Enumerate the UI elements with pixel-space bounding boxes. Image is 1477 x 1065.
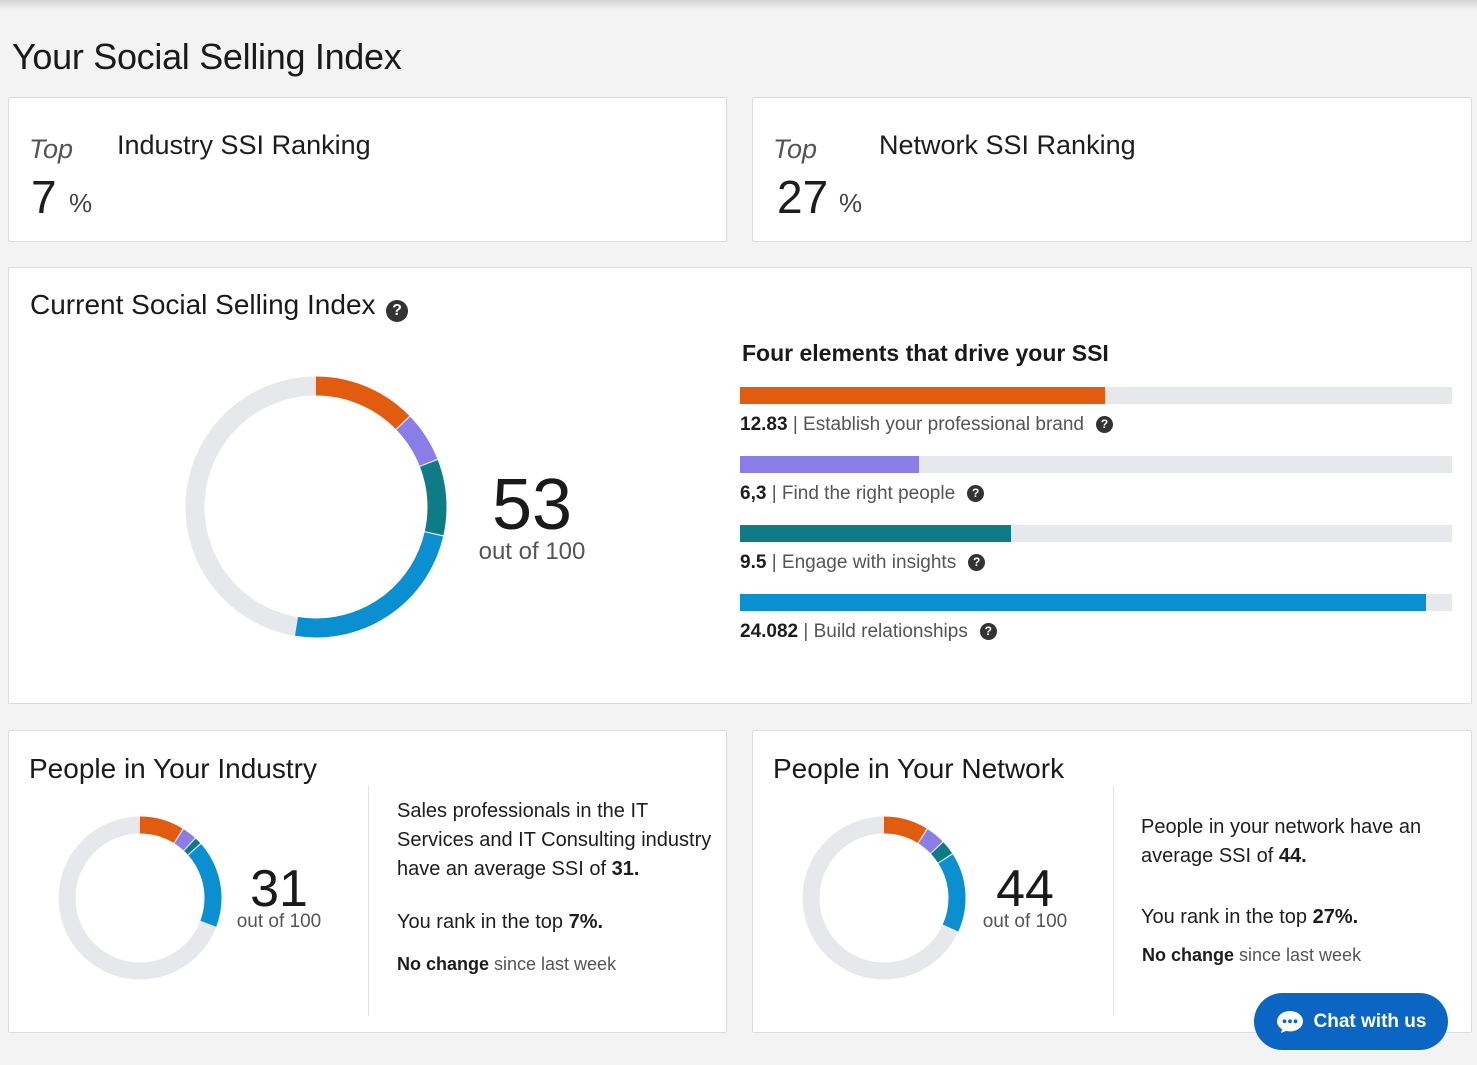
relationships-help-icon[interactable]: ? (979, 623, 997, 640)
find-help-icon[interactable]: ? (967, 485, 985, 502)
brand-bar-fill (740, 387, 1106, 404)
main-donut-segment-engage (185, 376, 447, 638)
find-bar-track (740, 456, 1452, 473)
network-avg-score-max: out of 100 (982, 911, 1068, 932)
network-change-text: No change since last week (1142, 945, 1362, 965)
network-ranking-value: 27 (777, 171, 829, 223)
brand-element-label: 12.83 | Establish your professional bran… (740, 414, 1113, 436)
network-ranking-unit: % (839, 188, 863, 218)
current-ssi-score-max: out of 100 (478, 538, 586, 565)
current-ssi-card: Current Social Selling Index ? 53 out of… (8, 267, 1472, 704)
brand-help-icon[interactable]: ? (1095, 416, 1113, 433)
current-ssi-title: Current Social Selling Index (30, 289, 376, 320)
network-rank-text: You rank in the top 27%. (1141, 906, 1359, 928)
network-people-title: People in Your Network (773, 753, 1065, 784)
main-ssi-donut (185, 376, 447, 638)
find-bar-fill (740, 456, 920, 473)
network-divider (1113, 786, 1114, 1016)
network-donut-segment-relationships (802, 816, 966, 980)
network-donut-segment-brand (802, 816, 966, 980)
industry-donut-segment-relationships (58, 816, 222, 980)
relationships-element-label: 24.082 | Build relationships? (740, 621, 997, 643)
network-ranking-card: Top Network SSI Ranking 27 % (752, 97, 1472, 242)
network-donut (802, 816, 966, 980)
engage-help-icon[interactable]: ? (968, 554, 986, 571)
main-donut-segment-relationships (185, 376, 447, 638)
industry-donut-segment-brand (58, 816, 222, 980)
industry-donut (58, 816, 222, 980)
engage-bar-track (740, 525, 1452, 542)
relationships-bar-track (740, 594, 1452, 611)
industry-avg-score: 31 (250, 860, 308, 918)
relationships-bar-fill (740, 594, 1426, 611)
find-element-label: 6,3 | Find the right people? (740, 483, 985, 505)
network-people-card: People in Your Network 44 out of 100 Peo… (752, 730, 1472, 1033)
network-description: People in your network have an average S… (1141, 816, 1422, 867)
chat-label: Chat with us (1313, 1010, 1427, 1032)
industry-ranking-title: Industry SSI Ranking (117, 130, 371, 160)
industry-divider (368, 786, 369, 1016)
top-shadow (0, 0, 1477, 10)
industry-ranking-card: Top Industry SSI Ranking 7 % (8, 97, 727, 242)
current-ssi-score: 53 (491, 465, 573, 545)
page-title: Your Social Selling Index (12, 36, 402, 77)
industry-people-title: People in Your Industry (29, 753, 317, 784)
elements-title: Four elements that drive your SSI (742, 340, 1109, 366)
network-ranking-title: Network SSI Ranking (879, 130, 1136, 160)
main-donut-segment-brand (185, 376, 447, 638)
brand-bar-track (740, 387, 1452, 404)
industry-top-label: Top (29, 134, 74, 164)
help-icon[interactable]: ? (386, 300, 408, 322)
industry-change-text: No change since last week (397, 954, 617, 974)
engage-bar-fill (740, 525, 1011, 542)
industry-people-card: People in Your Industry 31 out of 100 Sa… (8, 730, 727, 1033)
network-avg-score: 44 (996, 860, 1054, 918)
industry-ranking-unit: % (69, 188, 93, 218)
industry-ranking-value: 7 (31, 171, 57, 223)
chat-with-us-button[interactable]: Chat with us (1254, 993, 1448, 1050)
network-top-label: Top (773, 134, 818, 164)
engage-element-label: 9.5 | Engage with insights? (740, 552, 986, 574)
industry-avg-score-max: out of 100 (236, 911, 322, 932)
chat-bubble-icon (1276, 1010, 1304, 1034)
industry-rank-text: You rank in the top 7%. (397, 911, 604, 933)
industry-description: Sales professionals in the IT Services a… (397, 800, 712, 880)
